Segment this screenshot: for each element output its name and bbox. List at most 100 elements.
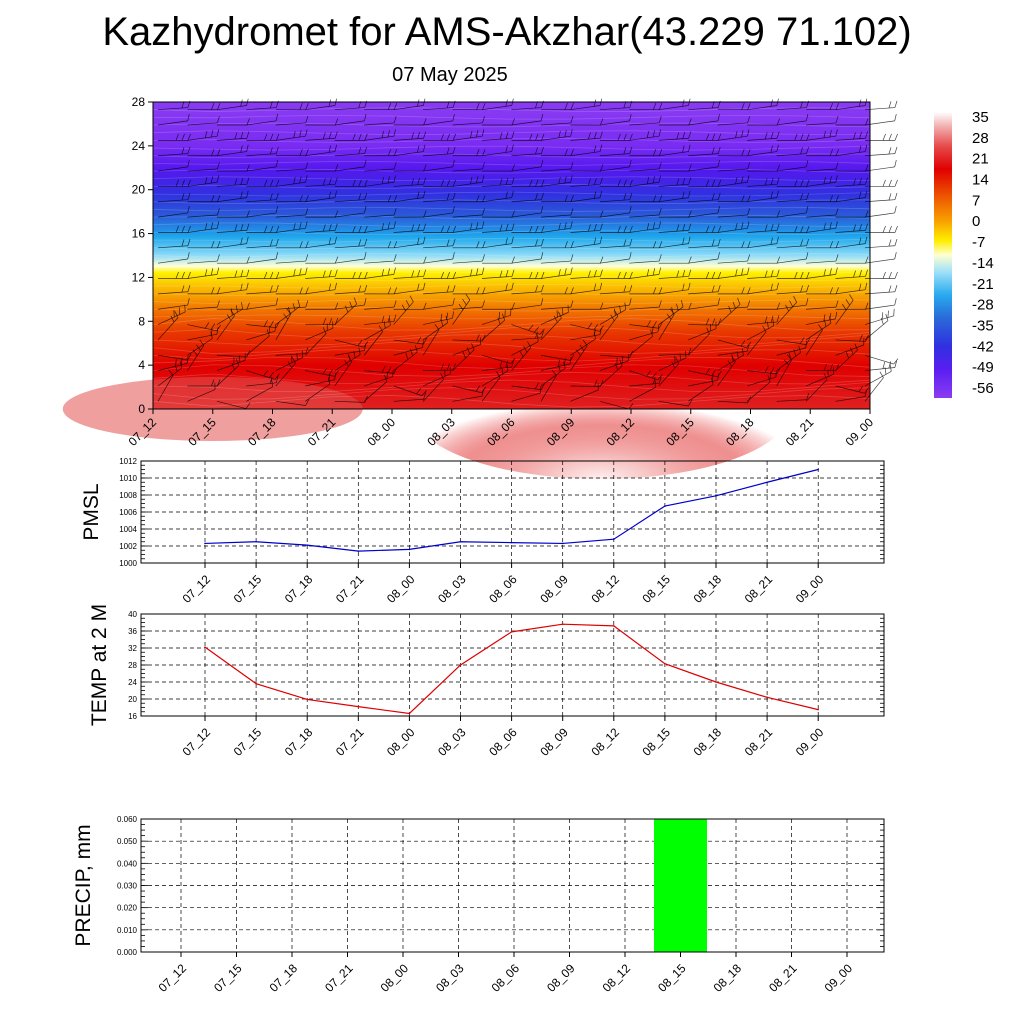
wind-barb [157, 113, 190, 126]
wind-barb [688, 225, 722, 233]
wind-barb [452, 254, 485, 264]
wind-barb [482, 177, 515, 187]
wind-barb [452, 334, 486, 342]
wind-barb [305, 256, 339, 264]
wind-barb [364, 175, 396, 187]
wind-barb [599, 271, 633, 279]
contour-line [152, 349, 871, 362]
wind-barb [305, 144, 337, 157]
wind-barb [275, 162, 309, 172]
wind-barb [540, 221, 573, 233]
wind-barb [688, 160, 720, 172]
x-tick-label: 07_21 [333, 572, 367, 606]
wind-barb [305, 190, 337, 203]
wind-barb [835, 144, 868, 157]
wind-barb [393, 282, 426, 295]
x-tick-label: 07_18 [282, 725, 316, 759]
wind-barb [275, 116, 309, 126]
wind-barb [835, 269, 868, 279]
x-tick-label: 08_12 [588, 725, 622, 759]
wind-barb [570, 256, 604, 264]
contour-line [152, 356, 871, 370]
x-tick-label: 08_18 [691, 725, 725, 759]
wind-barb [481, 313, 506, 341]
wind-barb [776, 179, 810, 187]
wind-barb [305, 302, 339, 310]
wind-barb [540, 369, 557, 402]
wind-barb [275, 241, 309, 249]
wind-barb [305, 131, 338, 141]
x-tick-label: 07_12 [156, 961, 190, 995]
wind-barb [157, 353, 192, 361]
wind-barb [452, 241, 486, 249]
wind-barb [747, 144, 779, 157]
wind-barb [688, 238, 721, 249]
wind-barb [599, 284, 633, 295]
wind-barb [658, 256, 692, 264]
wind-barb [835, 190, 868, 203]
wind-barb [275, 175, 308, 187]
wind-barb [423, 298, 455, 310]
wind-barb [835, 118, 869, 126]
data-point [306, 698, 309, 701]
data-point [204, 646, 206, 648]
wind-barb [540, 354, 575, 361]
wind-barb [540, 356, 572, 371]
wind-barb [540, 305, 569, 325]
wind-barb [364, 267, 396, 279]
wind-barb [216, 256, 250, 264]
wind-barb [835, 177, 868, 187]
y-tick-label: 16 [132, 227, 146, 241]
wind-barb [364, 195, 398, 203]
data-point [459, 540, 462, 543]
contour-line [152, 130, 871, 136]
wind-barb [187, 162, 220, 172]
wind-barb [275, 208, 309, 218]
wind-barb [334, 179, 368, 187]
contour-line [152, 268, 871, 274]
wind-barb [187, 149, 221, 157]
wind-barb [629, 254, 662, 264]
wind-barb [423, 363, 456, 371]
wind-barb [540, 129, 573, 141]
wind-barb [688, 179, 722, 187]
wind-barb [717, 129, 750, 141]
x-tick-label: 08_00 [384, 572, 418, 606]
wind-barb [865, 133, 898, 141]
colorbar-label: -7 [972, 234, 985, 251]
y-tick-label: 1000 [119, 559, 137, 568]
x-tick-label: 08_21 [766, 961, 800, 995]
x-tick-label: 08_03 [433, 961, 467, 995]
colorbar-label: -28 [972, 297, 994, 314]
contour-line [152, 283, 871, 289]
wind-barb [540, 175, 573, 187]
wind-barb [157, 252, 190, 264]
data-point [408, 712, 411, 715]
contour-line [152, 299, 871, 304]
contour-line [152, 214, 871, 220]
wind-barb [776, 298, 809, 310]
wind-barb [423, 113, 455, 126]
wind-barb [275, 129, 308, 141]
wind-barb [717, 162, 751, 172]
y-axis-title: PRECIP, mm [72, 824, 95, 946]
wind-barb [334, 206, 367, 218]
wind-barb [511, 160, 544, 172]
y-axis-title: PMSL [80, 483, 103, 540]
wind-barb [658, 399, 693, 407]
wind-barb [187, 116, 220, 126]
wind-barb [364, 149, 398, 157]
y-tick-label: 12 [132, 270, 146, 284]
wind-barb [334, 146, 368, 157]
wind-barb [864, 371, 884, 402]
wind-barb [540, 149, 574, 157]
wind-barb [305, 327, 327, 356]
wind-barb [157, 146, 191, 157]
y-tick-label: 20 [128, 695, 137, 704]
colorbar-scale [934, 112, 952, 398]
wind-barb [511, 324, 545, 335]
wind-barb [658, 177, 692, 187]
wind-barb [363, 374, 388, 402]
contour-line [152, 306, 871, 312]
